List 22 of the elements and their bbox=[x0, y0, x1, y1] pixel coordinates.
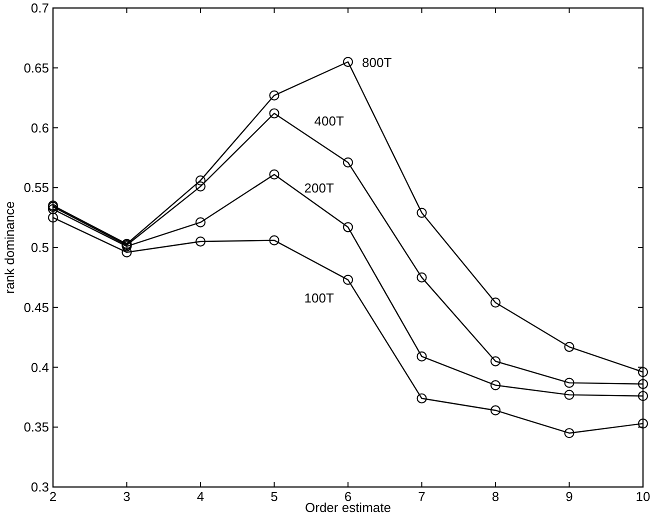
x-tick-label: 5 bbox=[270, 489, 278, 504]
x-tick-label: 7 bbox=[418, 489, 426, 504]
x-tick-label: 3 bbox=[123, 489, 130, 504]
x-tick-label: 8 bbox=[492, 489, 500, 504]
y-tick-label: 0.35 bbox=[24, 420, 49, 435]
y-tick-label: 0.7 bbox=[30, 0, 49, 16]
x-tick-label: 2 bbox=[49, 489, 57, 504]
x-tick-label: 4 bbox=[196, 489, 204, 504]
series-label: 200T bbox=[304, 180, 334, 196]
y-tick-label: 0.6 bbox=[30, 120, 49, 136]
y-tick-label: 0.5 bbox=[30, 240, 49, 255]
series-label: 100T bbox=[304, 290, 334, 306]
y-tick-label: 0.3 bbox=[30, 480, 49, 494]
series-label: 400T bbox=[314, 113, 344, 128]
y-tick-label: 0.55 bbox=[24, 180, 49, 196]
y-tick-label: 0.45 bbox=[24, 300, 49, 315]
series-label: 800T bbox=[362, 54, 392, 70]
y-tick-label: 0.65 bbox=[24, 60, 49, 76]
x-tick-label: 9 bbox=[566, 489, 573, 504]
y-axis-title: rank dominance bbox=[2, 201, 17, 294]
y-tick-label: 0.4 bbox=[30, 360, 49, 375]
x-tick-label: 10 bbox=[636, 489, 650, 504]
